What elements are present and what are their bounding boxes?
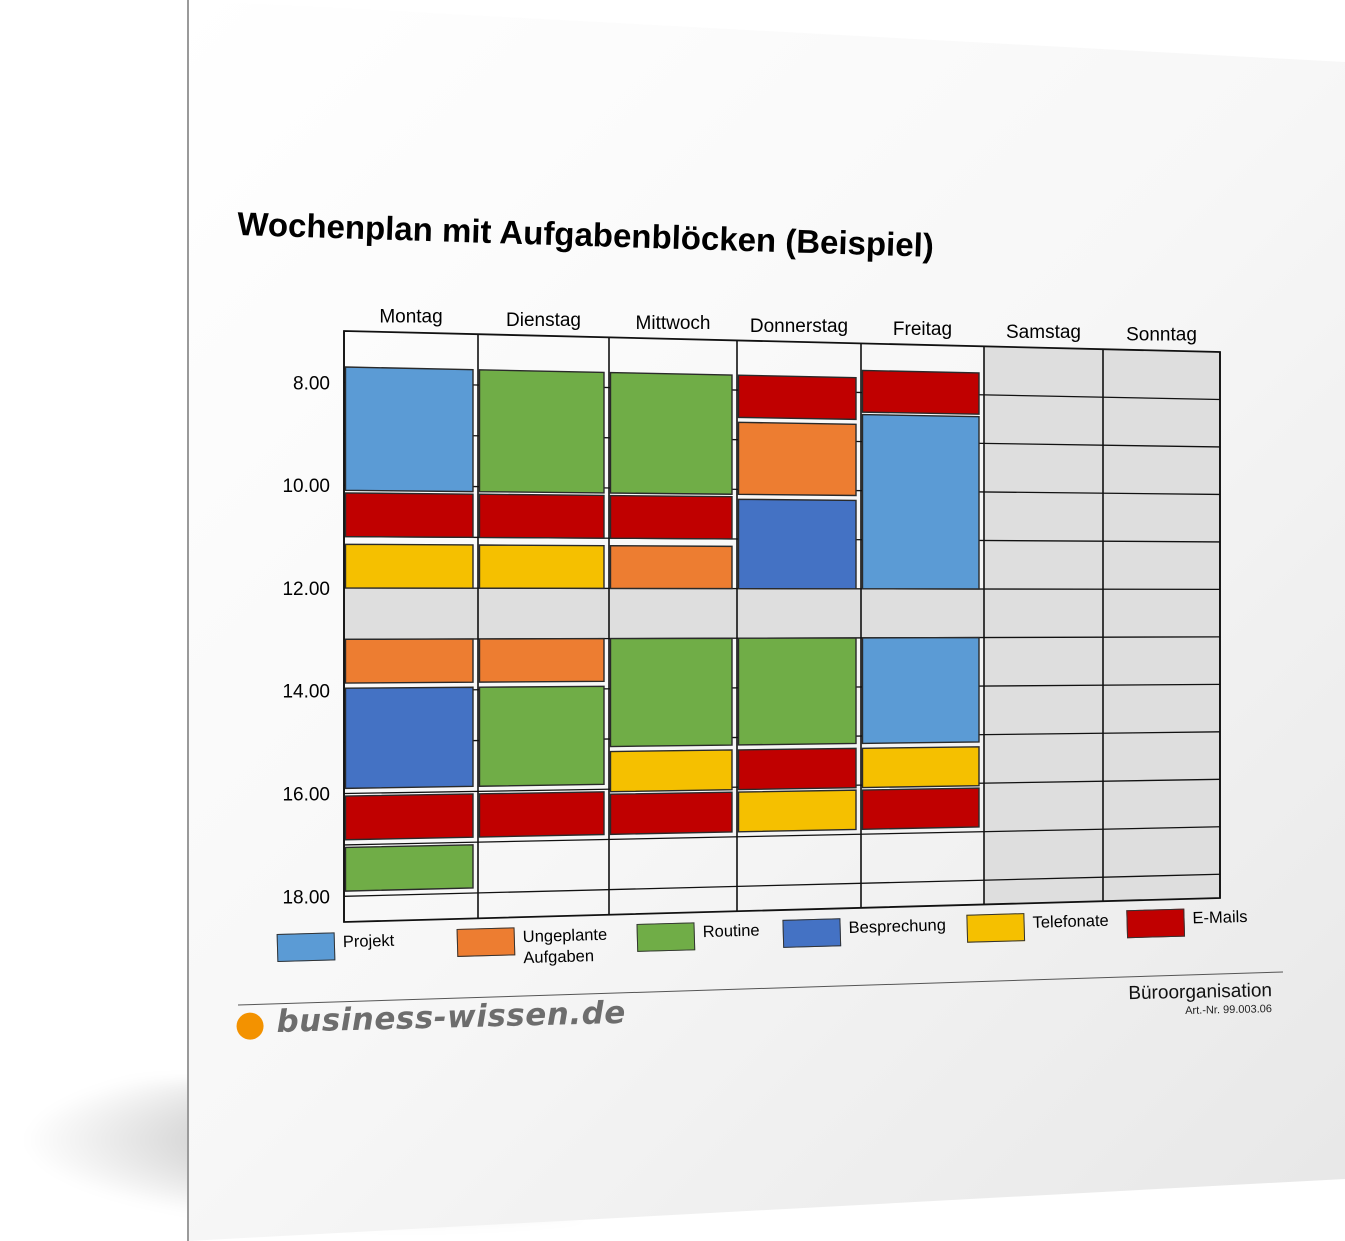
legend-swatch-telefonate: [966, 913, 1026, 943]
task-block-routine: [609, 637, 733, 748]
day-header-montag: Montag: [379, 307, 442, 328]
task-block-projekt: [861, 413, 980, 590]
logo-dot-icon: [236, 1011, 264, 1040]
legend-swatch-email: [1126, 908, 1186, 939]
task-block-email: [861, 369, 980, 415]
task-block-email: [344, 492, 474, 539]
task-block-email: [609, 494, 733, 540]
legend-label: Besprechung: [848, 916, 947, 938]
day-header-freitag: Freitag: [893, 319, 952, 340]
task-block-ungeplant: [344, 638, 474, 684]
legend-label: E-Mails: [1192, 907, 1248, 928]
hour-gridline: [343, 826, 1221, 846]
task-block-besprechung: [737, 498, 857, 590]
task-block-projekt: [861, 636, 980, 745]
task-block-routine: [344, 844, 474, 892]
task-block-email: [478, 791, 605, 838]
task-block-email: [344, 793, 474, 841]
legend-label: Projekt: [342, 931, 395, 952]
task-block-telefonate: [737, 789, 857, 833]
legend-item-ungeplant: Ungeplante Aufgaben: [456, 903, 608, 971]
day-header-sonntag: Sonntag: [1126, 325, 1197, 346]
legend-swatch-routine: [636, 922, 696, 952]
time-label: 16.00: [282, 785, 330, 806]
legend-swatch-projekt: [276, 932, 336, 962]
task-block-email: [737, 747, 857, 791]
task-block-email: [737, 374, 857, 421]
legend-item-routine: Routine: [636, 899, 760, 952]
day-header-samstag: Samstag: [1006, 322, 1081, 343]
time-label: 10.00: [282, 476, 330, 497]
task-block-email: [861, 787, 980, 830]
task-block-email: [609, 791, 733, 836]
day-header-dienstag: Dienstag: [506, 310, 581, 331]
task-block-telefonate: [344, 543, 474, 589]
task-block-routine: [478, 685, 605, 787]
day-header-mittwoch: Mittwoch: [636, 313, 711, 334]
task-block-ungeplant: [737, 421, 857, 497]
task-block-telefonate: [478, 544, 605, 590]
task-block-besprechung: [344, 686, 474, 790]
task-block-ungeplant: [478, 637, 605, 683]
task-block-routine: [737, 637, 857, 746]
legend-label: Routine: [702, 921, 760, 942]
task-block-telefonate: [609, 749, 733, 793]
task-block-routine: [478, 369, 605, 494]
legend-label: Telefonate: [1032, 911, 1109, 932]
day-header-donnerstag: Donnerstag: [750, 316, 848, 337]
task-block-telefonate: [861, 746, 980, 789]
task-block-projekt: [344, 366, 474, 493]
legend-item-telefonate: Telefonate: [966, 889, 1109, 943]
legend-swatch-ungeplant: [456, 927, 516, 957]
legend-label: Ungeplante Aufgaben: [522, 925, 608, 968]
hour-gridline: [343, 873, 1221, 897]
time-label: 12.00: [282, 579, 330, 600]
legend-item-email: E-Mails: [1126, 885, 1248, 939]
lunch-break-band: [344, 587, 1220, 640]
grid-border: [343, 330, 1221, 923]
legend-item-besprechung: Besprechung: [782, 893, 947, 948]
time-label: 8.00: [293, 373, 330, 394]
task-block-routine: [609, 371, 733, 495]
sheet-edge: [187, 0, 189, 1241]
footer-divider: [238, 971, 1283, 1006]
time-label: 14.00: [282, 682, 330, 703]
legend-swatch-besprechung: [782, 918, 842, 948]
time-label: 18.00: [282, 887, 330, 908]
task-block-email: [478, 493, 605, 539]
task-block-ungeplant: [609, 545, 733, 590]
legend-item-projekt: Projekt: [276, 909, 395, 962]
